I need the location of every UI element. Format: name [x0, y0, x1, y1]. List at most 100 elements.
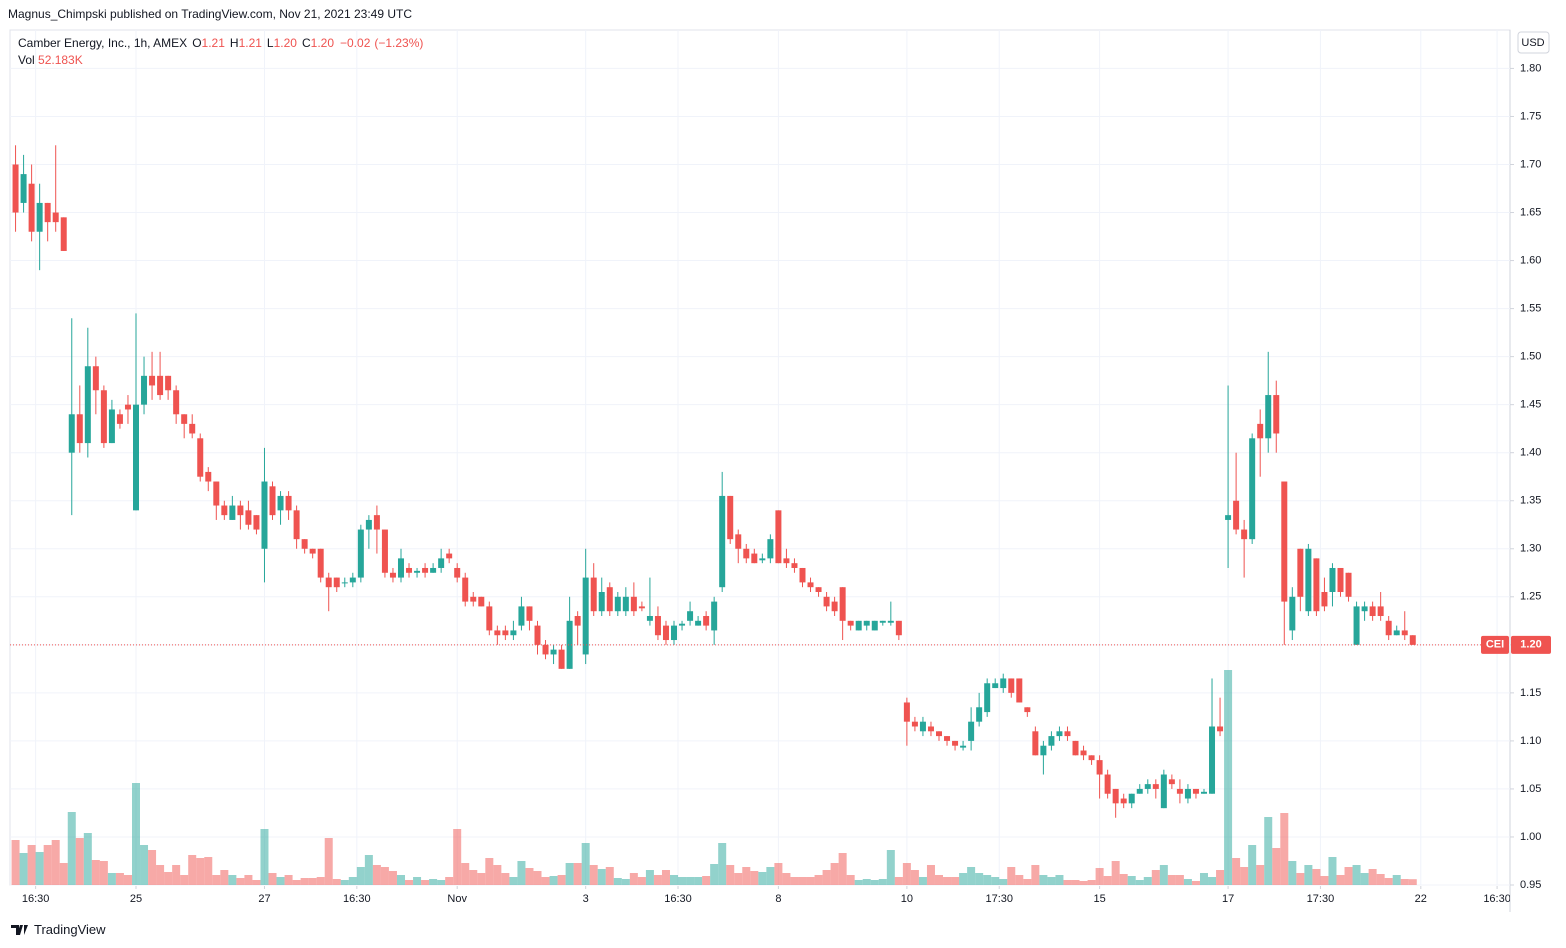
volume-bar	[798, 877, 807, 885]
volume-bar	[244, 875, 253, 885]
legend-key: C	[301, 36, 311, 50]
candle-body	[719, 495, 726, 588]
volume-bar	[918, 877, 927, 885]
candle-body	[984, 683, 991, 713]
volume-bar	[1143, 877, 1152, 885]
symbol-badge	[1481, 635, 1509, 654]
volume-bar	[1216, 870, 1225, 885]
candle-body	[502, 630, 509, 636]
volume-bar	[11, 840, 20, 885]
candles	[12, 145, 1416, 818]
volume-bar	[469, 870, 478, 885]
candle-body	[1136, 788, 1143, 794]
currency-box[interactable]	[1517, 31, 1550, 54]
symbol-label: CEI	[1486, 639, 1504, 651]
volume-bar	[541, 877, 550, 885]
volume-bar	[332, 879, 341, 885]
volume-bar	[1159, 865, 1168, 885]
candle-body	[28, 183, 35, 232]
volume-bar	[1007, 867, 1016, 885]
candle-body	[526, 606, 533, 621]
candle-body	[807, 582, 814, 588]
volume-bar	[252, 880, 261, 885]
volume-bar	[1408, 879, 1417, 885]
candle-body	[446, 553, 453, 559]
volume-bar	[653, 875, 662, 885]
candle-body	[44, 202, 51, 223]
candle-body	[944, 736, 951, 741]
volume-bar	[51, 840, 60, 885]
volume-bar	[670, 875, 679, 885]
candle-body	[695, 620, 702, 626]
legend: Camber Energy, Inc., 1h, AMEX O1.21 H1.21 L…	[18, 35, 423, 69]
candle-body	[1233, 500, 1240, 530]
volume-bar	[525, 868, 534, 885]
candle-body	[1281, 481, 1288, 602]
candle-body	[968, 721, 975, 741]
volume-bar	[316, 877, 325, 885]
volume-bar	[967, 867, 976, 885]
candle-body	[373, 515, 380, 530]
volume-bar	[132, 783, 140, 885]
candle-body	[976, 707, 983, 722]
candle-body	[1361, 606, 1368, 612]
volume-bar	[67, 812, 76, 885]
legend-key: H	[229, 36, 239, 50]
candle-body	[839, 587, 846, 621]
candle-body	[438, 558, 445, 568]
volume-bar	[838, 853, 847, 885]
volume-bar	[1167, 875, 1176, 885]
volume-bar	[935, 875, 943, 885]
volume-bar	[1264, 817, 1273, 885]
volume-bar	[975, 873, 984, 885]
grid	[10, 30, 1510, 886]
candle-body	[52, 212, 59, 223]
y-tick-label: 1.45	[1520, 399, 1541, 411]
volume-bar	[702, 876, 711, 885]
y-tick-label: 1.50	[1520, 351, 1541, 363]
volume-bar	[380, 867, 389, 885]
candle-body	[1184, 788, 1191, 799]
candle-body	[1088, 755, 1095, 761]
candle-body	[100, 390, 107, 444]
volume-bar	[1280, 813, 1289, 885]
volume-bar	[180, 875, 189, 885]
candle-body	[189, 423, 196, 434]
volume-bar	[1392, 875, 1401, 885]
volume-bar	[983, 875, 992, 885]
candle-body	[1048, 736, 1055, 746]
candle-body	[1080, 750, 1087, 756]
volume-bar	[276, 877, 285, 885]
candle-body	[903, 702, 910, 722]
volume-bar	[645, 870, 654, 885]
volume-bar	[429, 879, 438, 885]
candle-body	[1200, 791, 1207, 794]
footer: TradingView	[10, 922, 106, 937]
volume-bar	[862, 879, 871, 885]
candle-body	[133, 404, 139, 511]
candle-body	[277, 495, 284, 511]
candle-body	[349, 577, 356, 583]
volume-bar	[123, 875, 132, 885]
candle-body	[389, 572, 396, 578]
volume-bar	[228, 875, 237, 885]
x-tick-label: 10	[901, 893, 913, 905]
candle-body	[261, 481, 268, 549]
volume-bar	[694, 877, 703, 885]
x-tick-label: 27	[258, 893, 270, 905]
volume-bar	[629, 873, 638, 885]
candle-body	[406, 567, 413, 573]
candle-body	[598, 591, 605, 612]
candle-body	[470, 596, 477, 602]
candle-body	[510, 630, 517, 636]
volume-bar	[453, 829, 462, 885]
candle-body	[1305, 548, 1312, 612]
volume-bar	[164, 872, 173, 885]
volume-bar	[878, 879, 887, 885]
candle-body	[1345, 572, 1352, 597]
legend-value: 1.21	[238, 36, 262, 50]
candle-body	[550, 649, 557, 655]
candle-body	[542, 644, 549, 655]
candle-body	[36, 202, 43, 232]
candle-body	[1297, 548, 1304, 597]
